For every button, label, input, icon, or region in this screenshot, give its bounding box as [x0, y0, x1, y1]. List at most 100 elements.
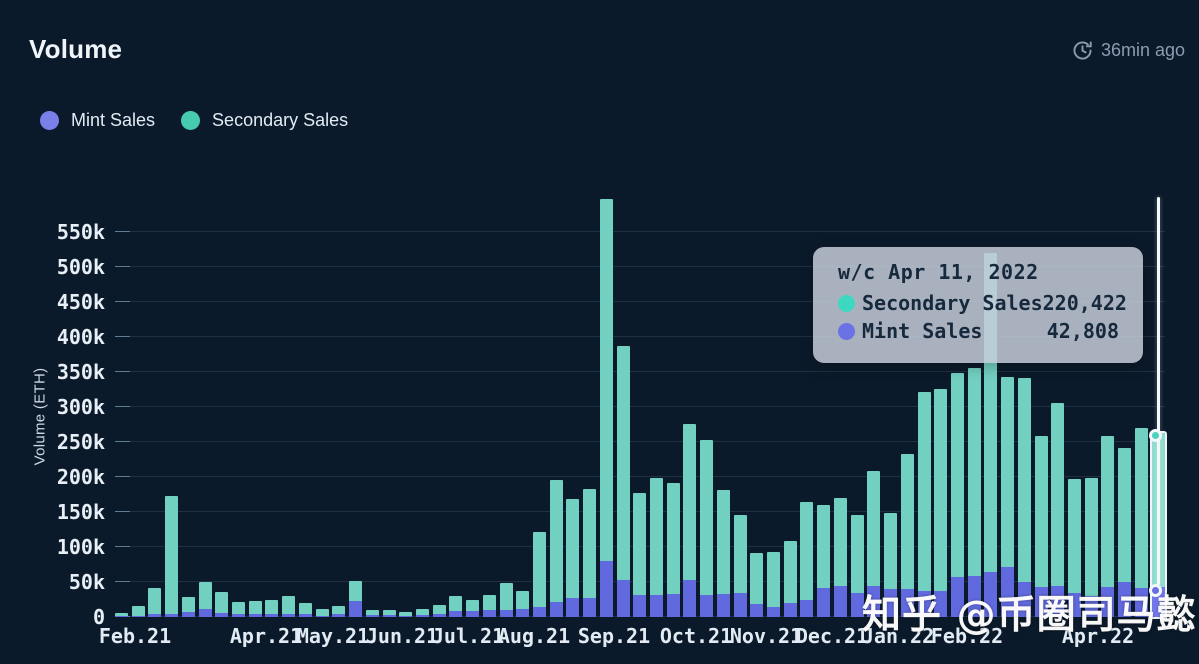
volume-bar[interactable]: [198, 582, 212, 617]
volume-bar[interactable]: [666, 483, 680, 617]
hover-line: [1157, 197, 1160, 586]
volume-bar[interactable]: [265, 600, 279, 617]
volume-bar[interactable]: [900, 453, 914, 617]
volume-bar[interactable]: [148, 588, 162, 617]
mint-bar-segment: [950, 577, 964, 617]
mint-bar-segment: [867, 586, 881, 617]
volume-bar[interactable]: [599, 198, 613, 617]
volume-bar[interactable]: [616, 346, 630, 617]
volume-bar[interactable]: [399, 612, 413, 617]
volume-bar[interactable]: [867, 470, 881, 617]
axis-tick: [115, 406, 130, 408]
volume-bar[interactable]: [232, 602, 246, 617]
axis-tick: [115, 546, 130, 548]
mint-bar-segment: [750, 604, 764, 617]
volume-bar[interactable]: [315, 609, 329, 617]
x-tick-label: Apr.21: [229, 624, 303, 648]
volume-bar[interactable]: [783, 540, 797, 617]
x-tick-label: Feb.21: [98, 624, 172, 648]
mint-bar-segment: [833, 586, 847, 617]
volume-bar[interactable]: [382, 610, 396, 617]
volume-bar[interactable]: [516, 591, 530, 617]
y-tick-label: 150k: [56, 500, 105, 525]
volume-bar[interactable]: [1118, 448, 1132, 617]
mint-bar-segment: [1101, 586, 1115, 617]
mint-bar-segment: [650, 595, 663, 617]
mint-bar-segment: [382, 614, 396, 617]
volume-bar[interactable]: [215, 591, 229, 617]
x-tick-label: Jun.21: [365, 624, 439, 648]
volume-bar[interactable]: [349, 581, 363, 617]
tooltip-value: 220,422: [1042, 291, 1127, 315]
volume-bar[interactable]: [365, 610, 379, 617]
mint-bar-segment: [466, 611, 480, 617]
volume-bar[interactable]: [298, 603, 312, 617]
volume-bar[interactable]: [700, 439, 714, 617]
volume-bar[interactable]: [800, 502, 814, 617]
volume-bar[interactable]: [131, 605, 145, 617]
y-tick-label: 550k: [56, 220, 105, 245]
volume-bar[interactable]: [1001, 377, 1015, 617]
y-tick-label: 300k: [56, 395, 105, 420]
volume-bar[interactable]: [466, 599, 480, 617]
mint-bar-segment: [800, 599, 814, 617]
legend: Mint Sales Secondary Sales: [40, 110, 348, 131]
volume-bar[interactable]: [181, 596, 195, 617]
volume-bar[interactable]: [833, 498, 847, 617]
mint-bar-segment: [1001, 566, 1015, 617]
volume-bar[interactable]: [817, 505, 831, 617]
volume-bar[interactable]: [917, 392, 931, 617]
volume-bar[interactable]: [716, 490, 730, 617]
mint-bar-segment: [532, 607, 546, 617]
volume-bar[interactable]: [482, 594, 496, 617]
volume-bar[interactable]: [549, 479, 563, 617]
gridline: [115, 476, 1165, 478]
volume-bar[interactable]: [449, 596, 463, 617]
mint-bar-segment: [482, 610, 496, 617]
volume-bar[interactable]: [950, 372, 964, 617]
volume-bar[interactable]: [332, 605, 346, 617]
volume-bar[interactable]: [650, 477, 663, 617]
volume-bar[interactable]: [532, 531, 546, 617]
volume-bar[interactable]: [633, 493, 647, 617]
volume-bar[interactable]: [767, 551, 781, 617]
volume-bar[interactable]: [1134, 428, 1148, 617]
volume-bar[interactable]: [115, 612, 128, 617]
mint-bar-segment: [850, 592, 864, 617]
mint-bar-segment: [332, 614, 346, 617]
volume-bar[interactable]: [583, 488, 597, 617]
mint-bar-segment: [900, 589, 914, 617]
mint-bar-segment: [599, 561, 613, 617]
mint-bar-segment: [1084, 596, 1098, 617]
legend-item-secondary-sales[interactable]: Secondary Sales: [181, 110, 348, 131]
volume-bar[interactable]: [884, 513, 898, 617]
volume-bar[interactable]: [165, 495, 179, 617]
volume-bar[interactable]: [1101, 435, 1115, 617]
volume-bar[interactable]: [750, 552, 764, 617]
volume-bar[interactable]: [499, 582, 513, 617]
legend-item-mint-sales[interactable]: Mint Sales: [40, 110, 155, 131]
volume-bar[interactable]: [850, 514, 864, 617]
volume-bar[interactable]: [432, 605, 446, 617]
x-tick-label: Jul.21: [431, 624, 505, 648]
mint-bar-segment: [884, 589, 898, 617]
y-tick-label: 350k: [56, 360, 105, 385]
volume-bar[interactable]: [733, 514, 747, 617]
volume-bar[interactable]: [566, 498, 580, 617]
volume-bar[interactable]: [1051, 402, 1065, 617]
hover-marker-mint: [1149, 583, 1162, 597]
mint-bar-segment: [934, 591, 948, 617]
volume-bar[interactable]: [1017, 378, 1031, 617]
mint-bar-segment: [984, 571, 998, 617]
volume-bar[interactable]: [282, 596, 296, 617]
volume-bar[interactable]: [934, 388, 948, 617]
mint-bar-segment: [115, 616, 128, 617]
tooltip-value: 42,808: [1046, 319, 1119, 343]
volume-bar[interactable]: [248, 600, 262, 617]
volume-bar[interactable]: [1034, 435, 1048, 617]
volume-bar[interactable]: [1067, 479, 1081, 617]
volume-bar[interactable]: [967, 367, 981, 617]
volume-bar[interactable]: [415, 608, 429, 617]
volume-bar[interactable]: [683, 423, 697, 617]
volume-bar[interactable]: [1084, 477, 1098, 617]
